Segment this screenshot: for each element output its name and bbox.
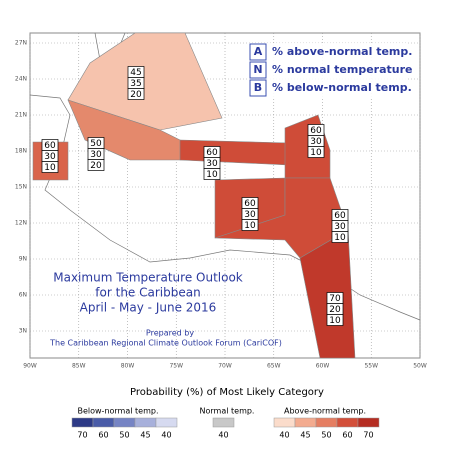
lat-label: 27N [15,40,27,47]
prob-above: 60 [44,141,56,151]
legend-swatch [273,417,296,428]
key-box [248,43,408,97]
lat-label: 3N [19,328,27,335]
prob-normal: 35 [130,79,141,89]
lon-label: 65W [267,363,281,370]
legend-swatch [212,417,235,428]
region [214,177,349,259]
legend-swatch [294,417,317,428]
prob-above: 60 [244,199,256,209]
prob-below: 20 [130,90,142,100]
grid-labels: 27N 24N 21N 18N 15N 12N 9N 6N 3N 90W 85W 80W 75W 70W 6… [15,40,427,370]
prob-above: 60 [334,211,346,221]
prob-box [241,219,259,231]
prob-below: 10 [244,221,256,231]
prob-normal: 30 [90,150,102,160]
legend-group-label: Normal temp. [200,407,255,416]
legend-level: 40 [218,431,228,440]
key: A % above-normal temp. N % normal temperatu… [249,43,413,97]
prob-below: 10 [206,170,218,180]
legend-level: 50 [321,431,331,440]
key-letter: B [254,81,262,94]
legend-level: 60 [342,431,352,440]
legend-level: 40 [279,431,289,440]
legend: Below-normal temp. 70 60 50 45 40 Normal temp.… [71,407,380,440]
key-text: % below-normal temp. [272,81,412,94]
key-letter: N [253,63,262,76]
prob-above: 50 [90,139,102,149]
prob-above: 60 [206,148,218,158]
key-text: % above-normal temp. [272,45,412,58]
map-title: Maximum Temperature Outlook [53,271,243,285]
legend-group-label: Above-normal temp. [284,407,366,416]
prob-box [331,231,349,243]
legend-swatch [71,417,94,428]
lon-label: 90W [23,363,37,370]
lon-label: 80W [121,363,135,370]
lon-label: 50W [413,363,427,370]
prob-normal: 30 [44,152,56,162]
legend-swatch [315,417,338,428]
prob-normal: 30 [206,159,218,169]
prob-normal: 20 [329,305,341,315]
lon-label: 60W [316,363,330,370]
prob-below: 10 [329,316,341,326]
prob-above: 45 [130,68,141,78]
legend-swatch [92,417,115,428]
legend-swatch [357,417,380,428]
prob-below: 10 [310,148,322,158]
lat-label: 21N [15,112,27,119]
prob-above: 60 [310,126,322,136]
prob-box [307,146,325,158]
prob-normal: 30 [334,222,346,232]
legend-level: 45 [140,431,150,440]
prob-box [326,314,344,326]
legend-swatch [113,417,136,428]
legend-level: 50 [119,431,129,440]
lon-label: 55W [364,363,378,370]
key-letter-box [249,79,267,97]
prob-normal: 30 [310,137,322,147]
lat-label: 12N [15,220,27,227]
prob-above: 70 [329,294,341,304]
lon-label: 70W [218,363,232,370]
prob-box [41,161,59,173]
key-text: % normal temperature [272,63,413,76]
legend-level: 40 [161,431,171,440]
legend-level: 70 [77,431,87,440]
lon-label: 85W [72,363,86,370]
prob-normal: 30 [244,210,256,220]
lat-label: 24N [15,76,27,83]
key-letter-box [249,43,267,61]
map-title: April - May - June 2016 [80,301,217,315]
credit: Prepared by [146,329,194,338]
key-letter-box [249,61,267,79]
regions: 4535205030206030106030106030106030106030… [32,32,356,359]
lat-label: 6N [19,292,27,299]
legend-swatch [134,417,157,428]
legend-title: Probability (%) of Most Likely Category [130,387,324,398]
lon-label: 75W [169,363,183,370]
prob-below: 20 [90,161,102,171]
legend-level: 60 [98,431,108,440]
lat-label: 18N [15,148,27,155]
lat-label: 15N [15,184,27,191]
legend-swatch [336,417,359,428]
prob-box [203,168,221,180]
legend-level: 45 [300,431,310,440]
legend-level: 70 [363,431,373,440]
legend-swatch [155,417,178,428]
key-letter: A [254,45,263,58]
prob-below: 10 [334,233,346,243]
prob-box [87,159,105,171]
lat-label: 9N [19,256,27,263]
map-title: for the Caribbean [95,286,200,300]
prob-below: 10 [44,163,56,173]
credit: The Caribbean Regional Climate Outlook F… [49,339,282,348]
prob-box [127,88,145,100]
legend-group-label: Below-normal temp. [77,407,158,416]
